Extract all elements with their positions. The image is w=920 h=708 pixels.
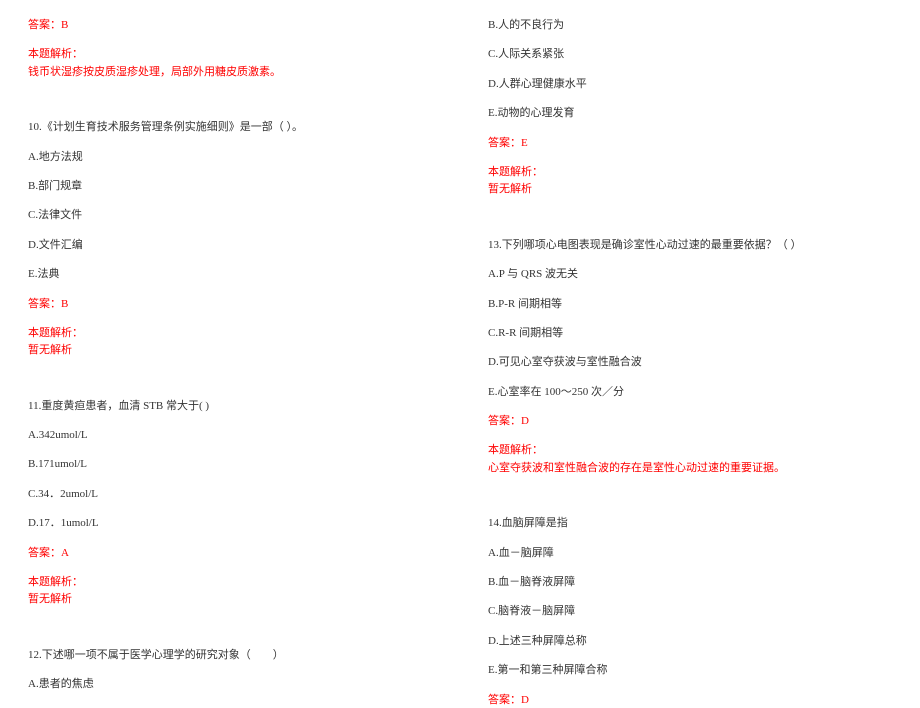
q10-option-d: D.文件汇编 bbox=[28, 238, 432, 253]
q13-option-a: A.P 与 QRS 波无关 bbox=[488, 267, 892, 282]
q14-option-c: C.脑脊液－脑屏障 bbox=[488, 604, 892, 619]
explain-9-text: 钱币状湿疹按皮质湿疹处理，局部外用糖皮质激素。 bbox=[28, 65, 432, 80]
explain-13-text: 心室夺获波和室性融合波的存在是室性心动过速的重要证据。 bbox=[488, 461, 892, 476]
q11-option-a: A.342umol/L bbox=[28, 428, 432, 443]
q12-option-a: A.患者的焦虑 bbox=[28, 677, 432, 692]
explain-10-text: 暂无解析 bbox=[28, 343, 432, 358]
question-11: 11.重度黄疸患者，血清 STB 常大于( ) bbox=[28, 399, 432, 414]
question-12: 12.下述哪一项不属于医学心理学的研究对象（ ） bbox=[28, 648, 432, 663]
exam-page: 答案：B 本题解析： 钱币状湿疹按皮质湿疹处理，局部外用糖皮质激素。 10.《计… bbox=[0, 0, 920, 651]
question-10: 10.《计划生育技术服务管理条例实施细则》是一部（ ）。 bbox=[28, 120, 432, 135]
answer-13: 答案：D bbox=[488, 414, 892, 429]
q10-option-a: A.地方法规 bbox=[28, 150, 432, 165]
explain-13-label: 本题解析： bbox=[488, 443, 892, 458]
q14-option-b: B.血－脑脊液屏障 bbox=[488, 575, 892, 590]
q13-option-b: B.P-R 间期相等 bbox=[488, 297, 892, 312]
q12-option-d: D.人群心理健康水平 bbox=[488, 77, 892, 92]
answer-10: 答案：B bbox=[28, 297, 432, 312]
q12-option-b: B.人的不良行为 bbox=[488, 18, 892, 33]
q10-option-e: E.法典 bbox=[28, 267, 432, 282]
q11-option-d: D.17．1umol/L bbox=[28, 516, 432, 531]
q12-option-e: E.动物的心理发育 bbox=[488, 106, 892, 121]
q14-option-e: E.第一和第三种屏障合称 bbox=[488, 663, 892, 678]
q10-option-c: C.法律文件 bbox=[28, 208, 432, 223]
q14-option-d: D.上述三种屏障总称 bbox=[488, 634, 892, 649]
q13-option-d: D.可见心室夺获波与室性融合波 bbox=[488, 355, 892, 370]
answer-12: 答案：E bbox=[488, 136, 892, 151]
explain-12-text: 暂无解析 bbox=[488, 182, 892, 197]
question-13: 13.下列哪项心电图表现是确诊室性心动过速的最重要依据？（ ） bbox=[488, 238, 892, 253]
q12-option-c: C.人际关系紧张 bbox=[488, 47, 892, 62]
explain-9-label: 本题解析： bbox=[28, 47, 432, 62]
answer-11: 答案：A bbox=[28, 546, 432, 561]
q14-option-a: A.血－脑屏障 bbox=[488, 546, 892, 561]
answer-14: 答案：D bbox=[488, 693, 892, 708]
q10-option-b: B.部门规章 bbox=[28, 179, 432, 194]
explain-10-label: 本题解析： bbox=[28, 326, 432, 341]
explain-12-label: 本题解析： bbox=[488, 165, 892, 180]
answer-9: 答案：B bbox=[28, 18, 432, 33]
right-column: B.人的不良行为 C.人际关系紧张 D.人群心理健康水平 E.动物的心理发育 答… bbox=[460, 0, 920, 651]
q11-option-c: C.34．2umol/L bbox=[28, 487, 432, 502]
q13-option-c: C.R-R 间期相等 bbox=[488, 326, 892, 341]
left-column: 答案：B 本题解析： 钱币状湿疹按皮质湿疹处理，局部外用糖皮质激素。 10.《计… bbox=[0, 0, 460, 651]
q13-option-e: E.心室率在 100～250 次／分 bbox=[488, 385, 892, 400]
explain-11-text: 暂无解析 bbox=[28, 592, 432, 607]
question-14: 14.血脑屏障是指 bbox=[488, 516, 892, 531]
explain-11-label: 本题解析： bbox=[28, 575, 432, 590]
q11-option-b: B.171umol/L bbox=[28, 457, 432, 472]
